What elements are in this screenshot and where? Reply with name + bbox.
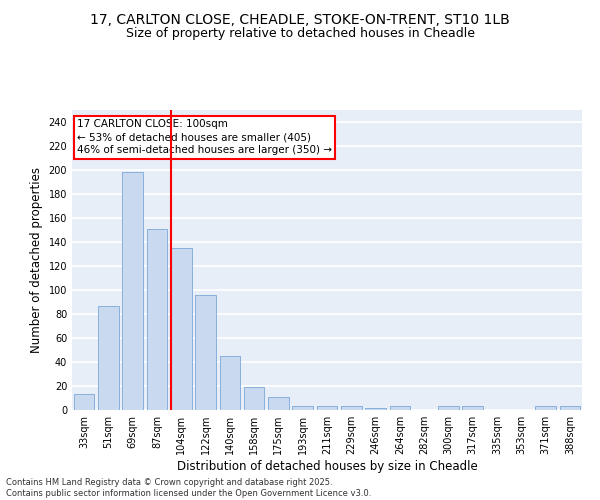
X-axis label: Distribution of detached houses by size in Cheadle: Distribution of detached houses by size … xyxy=(176,460,478,473)
Bar xyxy=(268,397,289,410)
Bar xyxy=(74,394,94,410)
Bar xyxy=(341,406,362,410)
Text: 17, CARLTON CLOSE, CHEADLE, STOKE-ON-TRENT, ST10 1LB: 17, CARLTON CLOSE, CHEADLE, STOKE-ON-TRE… xyxy=(90,12,510,26)
Text: 17 CARLTON CLOSE: 100sqm
← 53% of detached houses are smaller (405)
46% of semi-: 17 CARLTON CLOSE: 100sqm ← 53% of detach… xyxy=(77,119,332,156)
Bar xyxy=(220,356,240,410)
Bar xyxy=(98,306,119,410)
Bar xyxy=(365,408,386,410)
Bar xyxy=(292,406,313,410)
Bar xyxy=(560,406,580,410)
Bar xyxy=(171,248,191,410)
Bar xyxy=(317,406,337,410)
Bar xyxy=(244,387,265,410)
Bar xyxy=(438,406,459,410)
Bar xyxy=(195,295,216,410)
Bar xyxy=(146,229,167,410)
Bar xyxy=(463,406,483,410)
Bar xyxy=(389,406,410,410)
Text: Contains HM Land Registry data © Crown copyright and database right 2025.
Contai: Contains HM Land Registry data © Crown c… xyxy=(6,478,371,498)
Text: Size of property relative to detached houses in Cheadle: Size of property relative to detached ho… xyxy=(125,28,475,40)
Bar xyxy=(122,172,143,410)
Y-axis label: Number of detached properties: Number of detached properties xyxy=(30,167,43,353)
Bar xyxy=(535,406,556,410)
